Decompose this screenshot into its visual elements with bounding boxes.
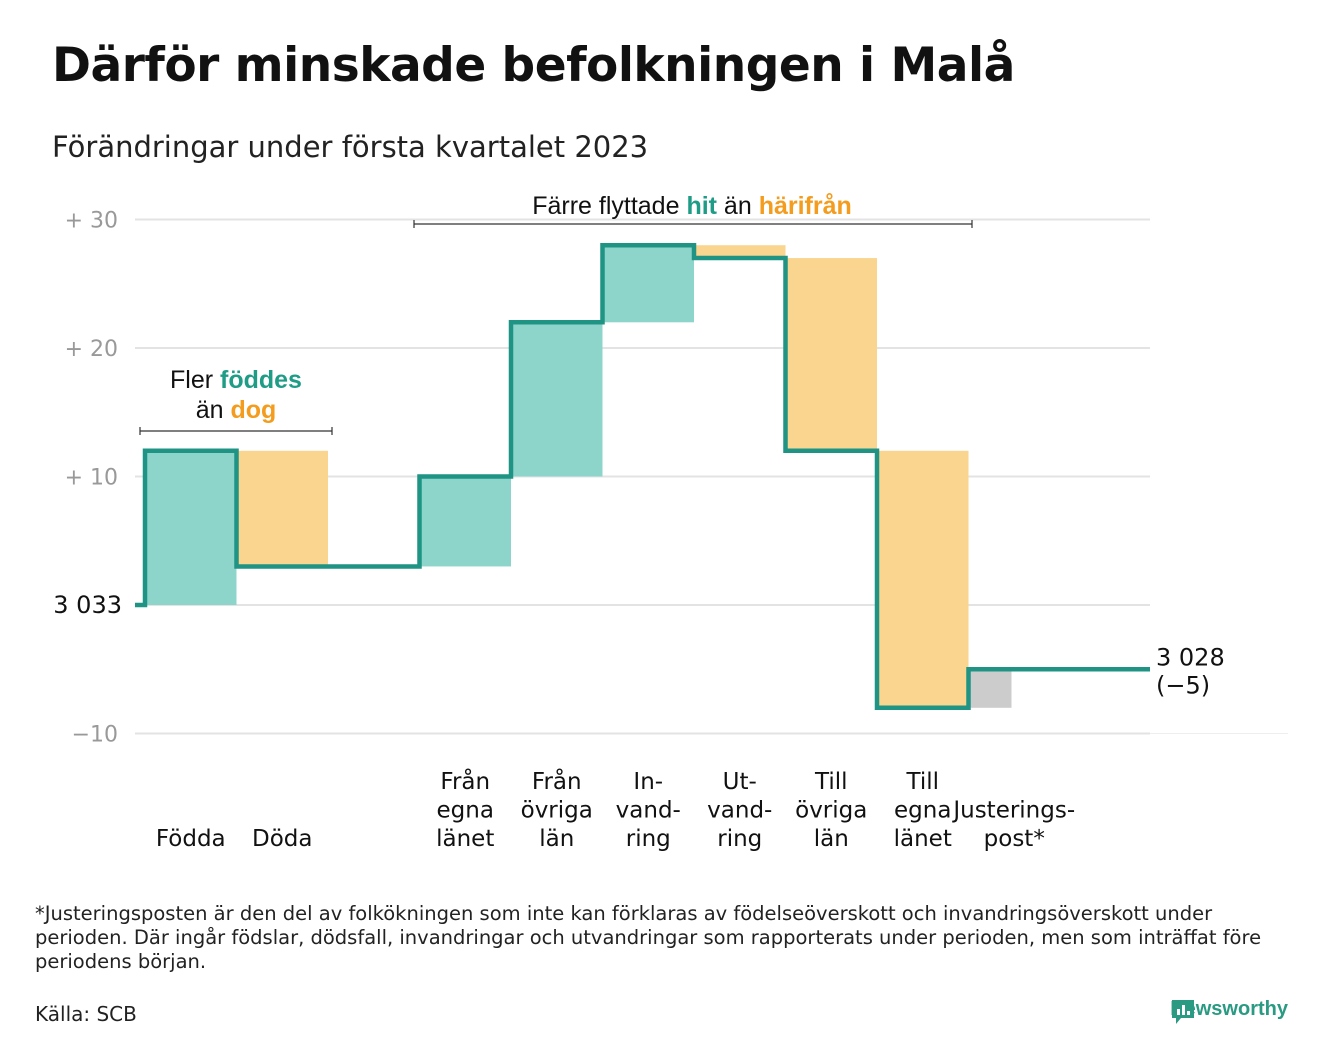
newsworthy-brand[interactable]: Newsworthy	[1170, 998, 1288, 1024]
annotation-migration-text: Färre flyttade hit än härifrån	[532, 192, 852, 220]
x-category-label: länet	[436, 826, 494, 852]
x-category-label: In-	[633, 769, 663, 795]
y-tick-label: + 20	[65, 337, 118, 362]
x-category-label: län	[814, 826, 849, 852]
bar-fodda	[145, 450, 237, 605]
newsworthy-logo-icon	[1172, 1000, 1195, 1024]
x-category-label: vand-	[616, 798, 681, 824]
brand-name: Newsworthy	[1170, 998, 1288, 1020]
bar-invandring	[602, 245, 694, 323]
x-category-label: ring	[626, 826, 671, 852]
bar-till_egna	[877, 450, 969, 708]
x-category-label: Ut-	[723, 769, 757, 795]
x-category-label: ring	[717, 826, 762, 852]
x-category-label: övriga	[795, 798, 867, 824]
population-step-line	[135, 242, 1150, 711]
footnote: *Justeringsposten är den del av folkökni…	[35, 902, 1262, 973]
chart-subtitle: Förändringar under första kvartalet 2023	[52, 130, 649, 164]
annotation-migration-text-part: härifrån	[759, 192, 852, 220]
x-category-label: länet	[894, 826, 952, 852]
start-value-label: 3 033	[53, 591, 122, 619]
x-category-label: egna	[437, 798, 494, 824]
bar-justering	[970, 669, 1012, 708]
annotation-birth-text-part: föddes	[220, 366, 302, 394]
bar-doda	[236, 450, 328, 567]
annotation-birth-text-part: dog	[230, 396, 276, 424]
annotation-birth-text: Fler föddes	[170, 366, 302, 394]
annotation-birth-text: än dog	[196, 396, 277, 424]
annotation-bracket	[413, 220, 973, 228]
end-change-label: (−5)	[1156, 671, 1210, 699]
x-category-label: Födda	[156, 826, 226, 852]
bar-till_ovriga	[785, 258, 877, 451]
y-tick-label: + 30	[65, 209, 118, 234]
x-category-label: post*	[984, 826, 1045, 852]
annotation-birth-text-part: än	[196, 396, 231, 424]
x-category-label: Till	[814, 769, 848, 795]
x-category-label: övriga	[521, 798, 593, 824]
waterfall-chart: + 30 + 20 + 10 −10 3 033 3 028(−5) Födda Döda Fr…	[53, 192, 1288, 852]
y-tick-label: −10	[72, 723, 118, 748]
x-category-label: egna	[894, 798, 951, 824]
y-tick-label: + 10	[65, 466, 118, 491]
annotation-migration-text-part: Färre flyttade	[532, 192, 686, 220]
x-category-label: Från	[440, 767, 490, 795]
x-category-label: Justerings-	[951, 798, 1075, 824]
end-value-label: 3 028	[1156, 643, 1225, 671]
bar-fran_egna	[419, 476, 511, 567]
x-category-label: Till	[905, 769, 939, 795]
bar-utvandring	[694, 245, 786, 259]
annotation-migration-text-part: hit	[686, 192, 717, 220]
annotation-bracket	[139, 427, 333, 435]
source-label: Källa: SCB	[35, 1002, 137, 1026]
x-category-label: Från	[532, 767, 582, 795]
annotation-migration-text-part: än	[717, 192, 759, 220]
bar-fran_ovriga	[511, 322, 603, 477]
x-category-label: Döda	[252, 826, 312, 852]
x-category-label: vand-	[707, 798, 772, 824]
chart-title: Därför minskade befolkningen i Malå	[52, 38, 1015, 93]
x-category-label: län	[539, 826, 574, 852]
annotation-birth-text-part: Fler	[170, 366, 220, 394]
